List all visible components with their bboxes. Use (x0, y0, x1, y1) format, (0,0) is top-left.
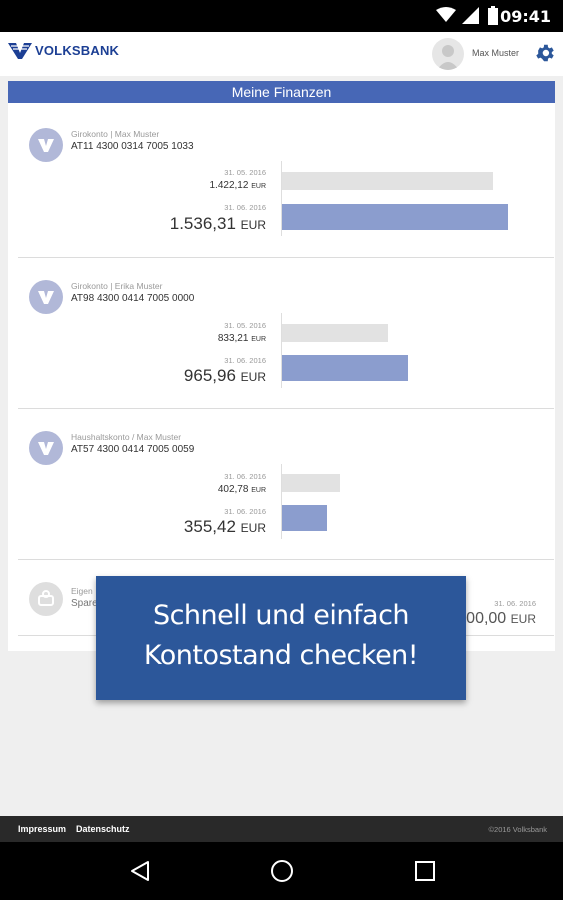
account-item[interactable]: Haushaltskonto / Max Muster AT57 4300 04… (26, 429, 546, 559)
account-meta: Girokonto | Erika Muster (71, 281, 163, 291)
previous-date: 31. 05. 2016 (224, 321, 266, 330)
previous-balance: 833,21 EUR (217, 333, 266, 344)
previous-balance-bar (282, 474, 340, 492)
account-meta: Haushaltskonto / Max Muster (71, 432, 182, 442)
previous-date: 31. 05. 2016 (224, 168, 266, 177)
account-iban: AT11 4300 0314 7005 1033 (71, 141, 194, 152)
recents-icon[interactable] (413, 859, 437, 883)
savings-account-icon (29, 582, 63, 616)
app-header: VOLKSBANK Max Muster (0, 32, 563, 76)
cellular-signal-icon (462, 7, 479, 24)
status-bar: 09:41 (0, 0, 563, 32)
current-date: 31. 06. 2016 (224, 356, 266, 365)
promo-line-2: Kontostand checken! (143, 640, 419, 671)
current-balance-bar (282, 505, 327, 531)
volksbank-logo[interactable]: VOLKSBANK (8, 41, 119, 59)
previous-balance-bar (282, 172, 493, 190)
current-balance: 1.536,31 EUR (169, 214, 266, 233)
gear-icon[interactable] (534, 42, 556, 64)
account-item[interactable]: Girokonto | Max Muster AT11 4300 0314 70… (26, 126, 546, 256)
system-nav-bar (0, 842, 563, 900)
copyright: ©2016 Volksbank (488, 825, 547, 834)
impressum-link[interactable]: Impressum (18, 824, 67, 834)
current-date: 31. 06. 2016 (224, 507, 266, 516)
footer: Impressum Datenschutz ©2016 Volksbank (0, 816, 563, 842)
chart-axis (281, 464, 282, 539)
wifi-icon (436, 7, 456, 22)
account-icon (29, 280, 63, 314)
current-date: 31. 06. 2016 (224, 203, 266, 212)
promo-line-1: Schnell und einfach (152, 600, 410, 631)
volksbank-logo-icon (8, 43, 32, 59)
account-icon (29, 431, 63, 465)
section-title: Meine Finanzen (8, 81, 555, 103)
divider (18, 559, 554, 560)
previous-date: 31. 06. 2016 (224, 472, 266, 481)
current-balance-bar (282, 204, 508, 230)
account-iban: Spare (71, 598, 98, 609)
battery-icon (488, 6, 498, 25)
previous-balance: 402,78 EUR (217, 484, 266, 495)
account-iban: AT98 4300 0414 7005 0000 (71, 293, 195, 304)
chart-axis (281, 161, 282, 236)
divider (18, 257, 554, 258)
brand-name: VOLKSBANK (35, 42, 120, 58)
datenschutz-link[interactable]: Datenschutz (76, 824, 130, 834)
user-icon (437, 45, 459, 70)
promo-banner: Schnell und einfach Kontostand checken! (96, 576, 466, 700)
avatar[interactable] (432, 38, 464, 70)
current-date: 31. 06. 2016 (494, 599, 536, 608)
finances-card: Meine Finanzen Girokonto | Max Muster AT… (8, 81, 555, 651)
account-iban: AT57 4300 0414 7005 0059 (71, 444, 195, 455)
back-icon[interactable] (128, 859, 152, 883)
previous-balance: 1.422,12 EUR (209, 180, 267, 191)
current-balance-bar (282, 355, 408, 381)
user-name[interactable]: Max Muster (472, 48, 520, 58)
previous-balance-bar (282, 324, 388, 342)
account-meta: Girokonto | Max Muster (71, 129, 160, 139)
home-icon[interactable] (270, 859, 294, 883)
account-meta: Eigen (71, 586, 93, 596)
current-balance: 355,42 EUR (183, 517, 266, 536)
account-item[interactable]: Girokonto | Erika Muster AT98 4300 0414 … (26, 278, 546, 408)
account-icon (29, 128, 63, 162)
chart-axis (281, 313, 282, 388)
clock: 09:41 (500, 7, 551, 26)
current-balance: 965,96 EUR (183, 366, 266, 385)
divider (18, 408, 554, 409)
